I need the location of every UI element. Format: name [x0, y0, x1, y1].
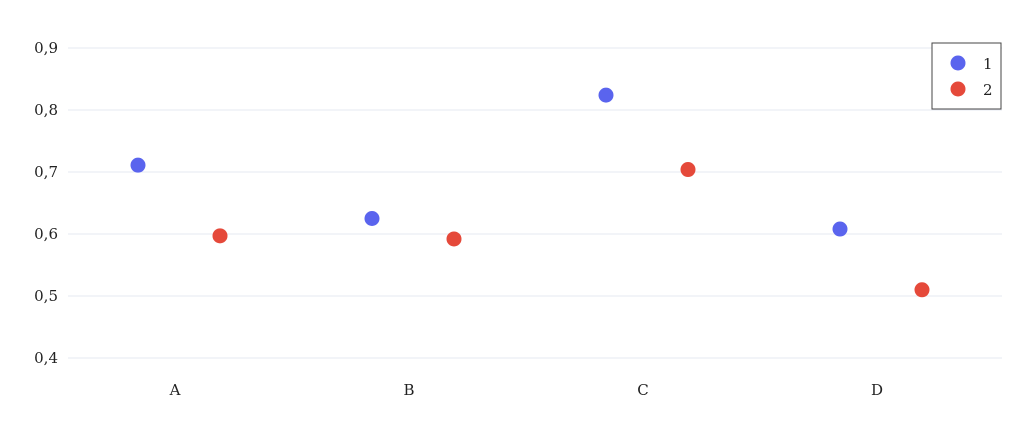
x-tick-label: D	[871, 381, 883, 399]
y-tick-label: 0,8	[34, 101, 58, 119]
legend-label-series-1: 1	[983, 55, 993, 73]
data-point-series-1-C[interactable]	[598, 87, 614, 103]
y-tick-label: 0,4	[34, 349, 58, 367]
y-tick-label: 0,7	[34, 163, 58, 181]
y-axis: 0,4 0,5 0,6 0,7 0,8 0,9	[34, 39, 58, 367]
data-point-series-1-D[interactable]	[832, 221, 848, 237]
legend: 1 2	[931, 42, 1002, 110]
legend-marker-series-2	[950, 81, 966, 97]
y-tick-label: 0,9	[34, 39, 58, 57]
legend-label-series-2: 2	[983, 81, 993, 99]
data-point-series-2-C[interactable]	[680, 162, 696, 178]
x-tick-label: A	[169, 381, 181, 399]
x-tick-label: C	[637, 381, 648, 399]
y-tick-label: 0,6	[34, 225, 58, 243]
x-axis: A B C D	[169, 381, 883, 399]
legend-box	[931, 42, 1002, 110]
data-point-series-2-A[interactable]	[212, 228, 228, 244]
data-point-series-2-B[interactable]	[446, 231, 462, 247]
data-points	[130, 87, 930, 298]
x-tick-label: B	[403, 381, 414, 399]
legend-marker-series-1	[950, 55, 966, 71]
gridlines	[68, 47, 1002, 359]
data-point-series-1-B[interactable]	[364, 211, 380, 226]
data-point-series-1-A[interactable]	[130, 157, 146, 173]
y-tick-label: 0,5	[34, 287, 58, 305]
data-point-series-2-D[interactable]	[914, 282, 930, 298]
